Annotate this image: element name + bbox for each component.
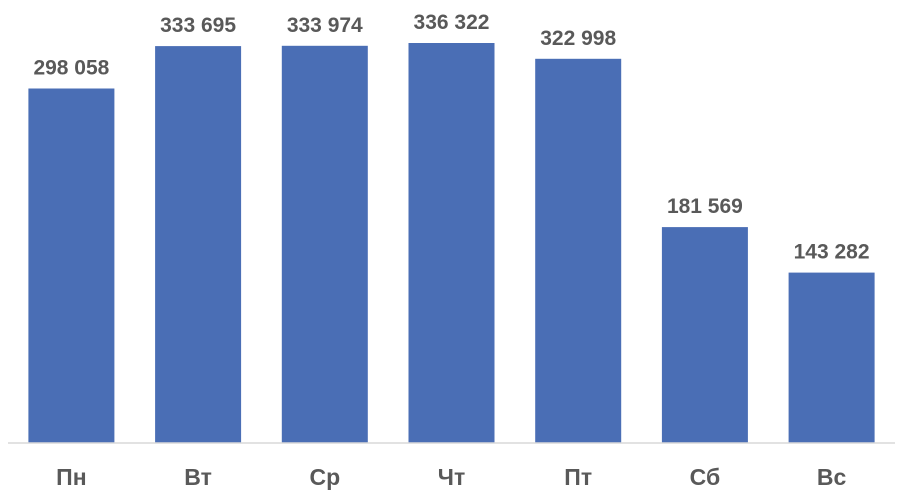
bar-0 bbox=[28, 88, 115, 443]
x-tick-label-3: Чт bbox=[438, 464, 465, 490]
x-tick-label-6: Вс bbox=[817, 464, 847, 490]
data-labels-group: 298 058 333 695 333 974 336 322 322 998 181 5… bbox=[33, 11, 869, 264]
bar-2 bbox=[281, 45, 368, 444]
bars-group bbox=[28, 43, 875, 444]
data-label-2: 333 974 bbox=[287, 14, 363, 37]
x-tick-label-2: Ср bbox=[309, 464, 340, 490]
x-tick-label-4: Пт bbox=[564, 464, 592, 490]
x-tick-label-1: Вт bbox=[184, 464, 212, 490]
x-tick-label-5: Сб bbox=[690, 464, 721, 490]
x-tick-label-0: Пн bbox=[56, 464, 86, 490]
data-label-3: 336 322 bbox=[414, 11, 490, 34]
data-label-4: 322 998 bbox=[540, 27, 616, 50]
x-tick-labels-group: Пн Вт Ср Чт Пт Сб Вс bbox=[56, 464, 846, 490]
data-label-6: 143 282 bbox=[794, 241, 870, 264]
bar-5 bbox=[661, 227, 748, 443]
data-label-5: 181 569 bbox=[667, 195, 743, 218]
bar-6 bbox=[788, 272, 875, 443]
bar-3 bbox=[408, 43, 495, 443]
bar-1 bbox=[155, 46, 242, 443]
data-label-0: 298 058 bbox=[33, 57, 109, 80]
data-label-1: 333 695 bbox=[160, 14, 236, 37]
bar-4 bbox=[535, 58, 622, 444]
